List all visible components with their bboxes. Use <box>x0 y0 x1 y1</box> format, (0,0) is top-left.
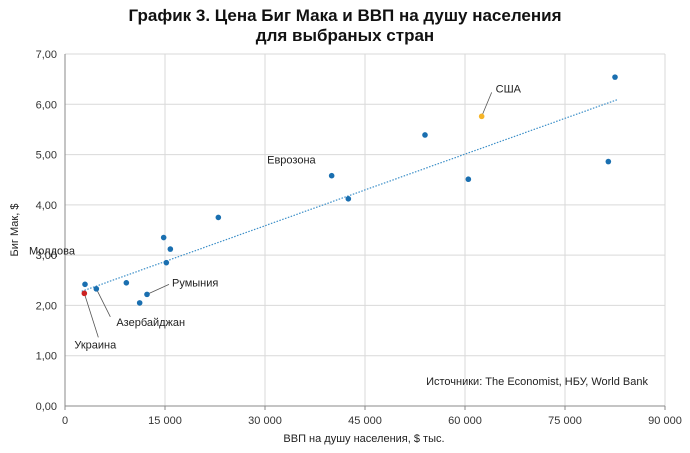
y-axis-label: Биг Мак, $ <box>9 204 21 257</box>
x-tick-label: 30 000 <box>248 415 282 427</box>
annotation-leader <box>481 92 493 117</box>
data-point <box>136 300 143 306</box>
data-point <box>81 290 88 297</box>
data-point <box>605 158 612 165</box>
data-point <box>167 246 174 252</box>
trendline <box>81 98 619 292</box>
data-point <box>345 196 352 202</box>
x-tick-label: 90 000 <box>648 415 682 427</box>
chart-title-line1: График 3. Цена Биг Мака и ВВП на душу на… <box>128 6 562 25</box>
data-point <box>215 214 222 221</box>
data-point <box>82 281 88 288</box>
y-tick-label: 1,00 <box>36 351 57 363</box>
x-tick-label: 60 000 <box>448 415 482 427</box>
data-points <box>81 74 618 306</box>
point-label: Молдова <box>29 245 76 257</box>
x-tick-label: 45 000 <box>348 415 382 427</box>
data-point <box>422 132 428 138</box>
annotation-leader <box>83 293 99 338</box>
y-tick-label: 4,00 <box>36 200 57 212</box>
annotation-labels: Молдова Украина Азербайджан Румыния Еврозона… <box>29 83 522 351</box>
chart-title-line2: для выбраных стран <box>255 26 435 45</box>
y-tick-label: 2,00 <box>36 300 57 312</box>
data-point <box>465 176 472 183</box>
y-tick-label: 0,00 <box>36 401 57 413</box>
point-label: Азербайджан <box>116 317 185 329</box>
point-label: США <box>496 83 522 95</box>
y-tick-label: 3,00 <box>36 250 57 262</box>
annotation-leaders <box>83 92 493 338</box>
data-point <box>612 74 618 80</box>
source-note: Источники: The Economist, НБУ, World Ban… <box>426 376 648 388</box>
trendline-layer <box>81 98 619 292</box>
point-label: Украина <box>74 339 117 351</box>
data-point <box>328 172 335 179</box>
y-tick-label: 5,00 <box>36 150 57 162</box>
axes: 0,00 1,00 2,00 3,00 4,00 5,00 6,00 7,00 0 15 000 3… <box>36 49 682 427</box>
x-tick-label: 15 000 <box>148 415 182 427</box>
grid <box>65 53 666 406</box>
x-axis-label: ВВП на душу населения, $ тыс. <box>283 433 444 445</box>
x-tick-label: 0 <box>62 415 68 427</box>
y-tick-label: 7,00 <box>36 49 57 61</box>
data-point <box>160 234 167 241</box>
chart-title: График 3. Цена Биг Мака и ВВП на душу на… <box>0 6 690 46</box>
point-label: Еврозона <box>267 155 316 167</box>
y-tick-label: 6,00 <box>36 99 57 111</box>
annotation-leader <box>95 288 111 318</box>
data-point <box>123 280 130 286</box>
data-point <box>163 259 170 266</box>
data-point <box>478 113 485 120</box>
point-label: Румыния <box>172 277 218 289</box>
data-point <box>93 286 100 292</box>
data-point <box>144 291 150 298</box>
x-tick-label: 75 000 <box>548 415 582 427</box>
annotation-leader <box>146 284 170 295</box>
